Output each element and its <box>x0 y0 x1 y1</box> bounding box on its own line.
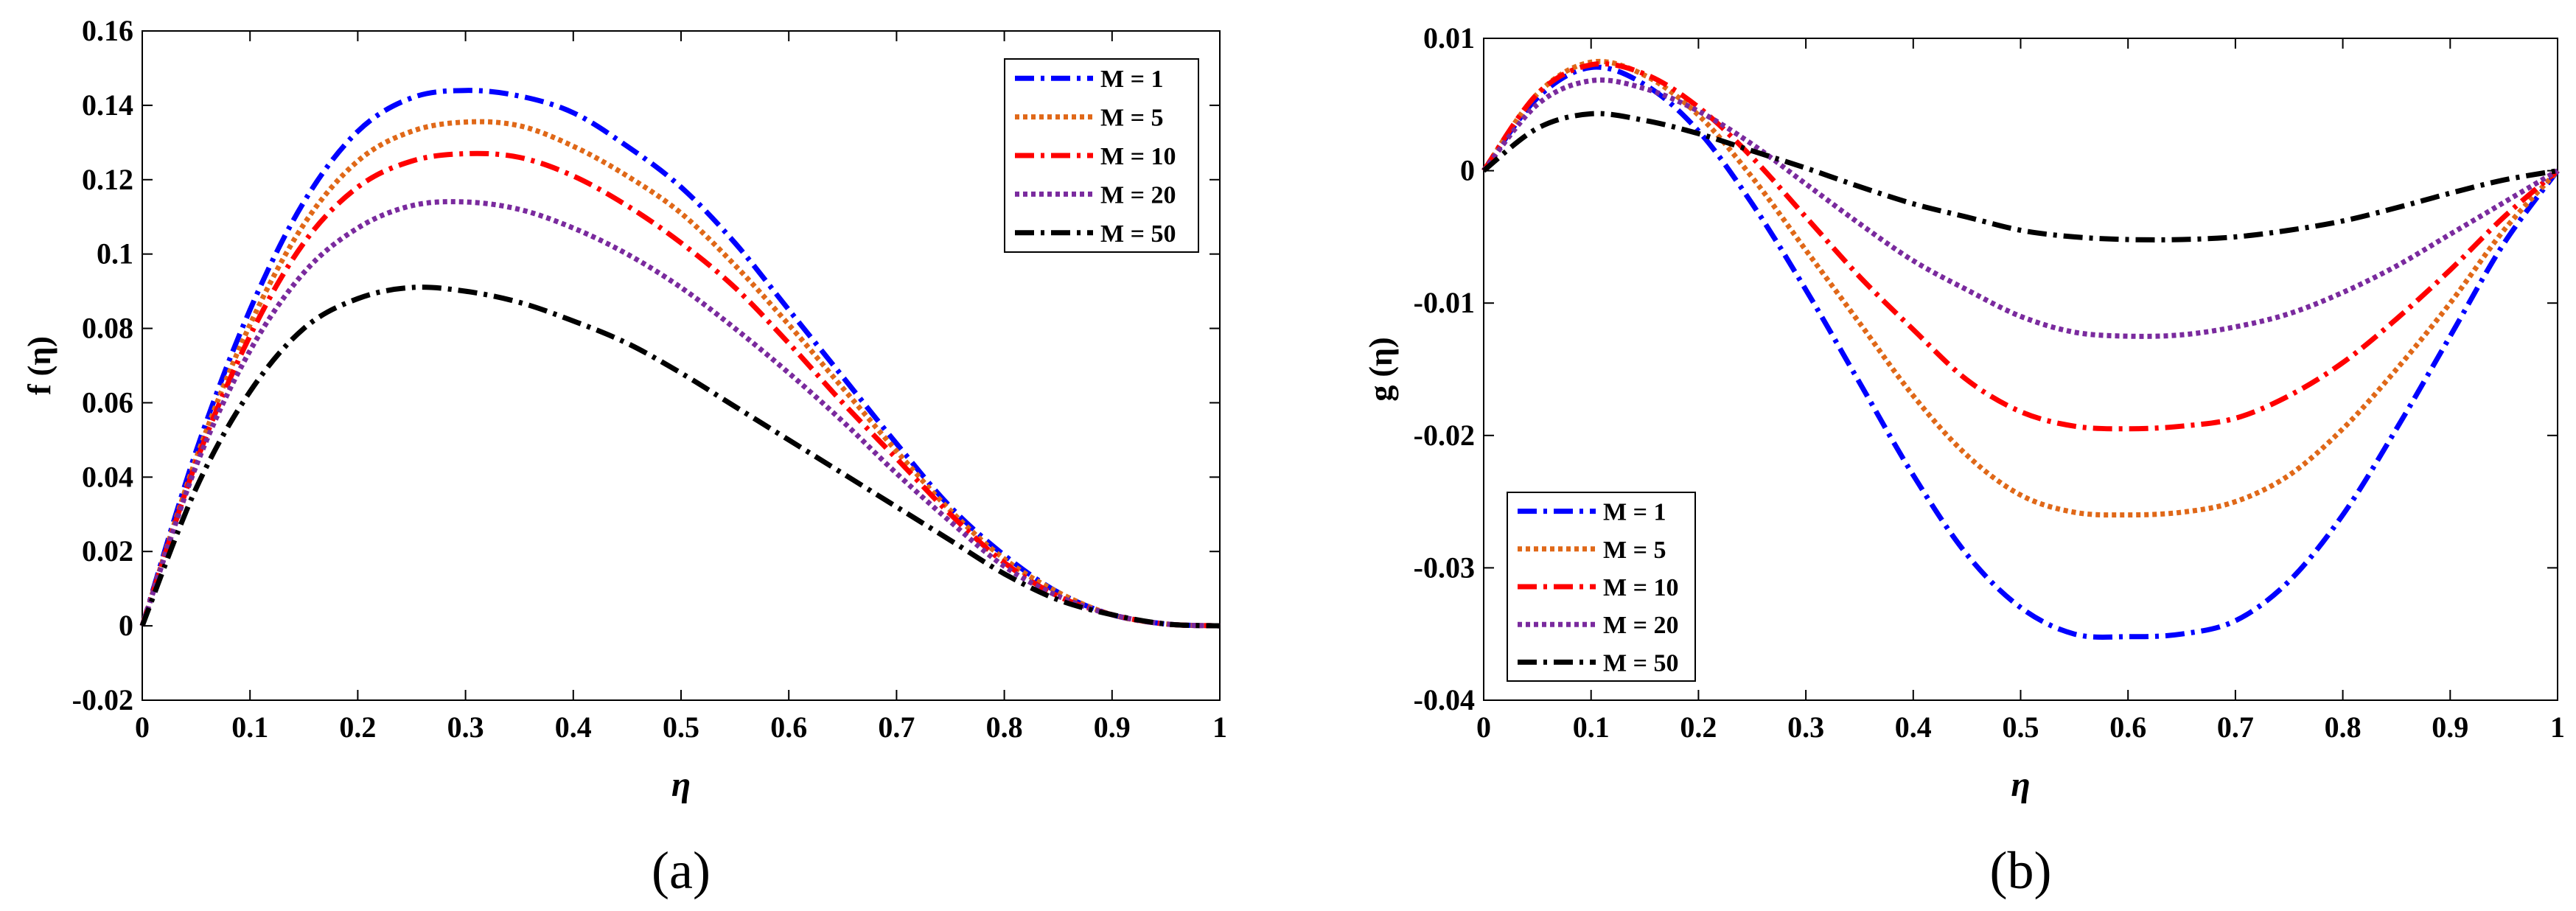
y-tick-label: 0.1 <box>97 237 133 270</box>
y-axis-label: g (η) <box>1363 337 1399 401</box>
y-tick-label: 0.02 <box>82 534 133 568</box>
series-line <box>139 285 1221 629</box>
x-tick-label: 1 <box>2550 711 2565 744</box>
x-tick-label: 0.6 <box>2109 711 2146 744</box>
x-tick-label: 0.2 <box>1680 711 1717 744</box>
x-tick-label: 0.2 <box>339 711 376 744</box>
x-axis-label: η <box>671 765 691 804</box>
x-tick-label: 0.5 <box>663 711 699 744</box>
chart-0: 0 0.1 0.2 0.3 0.4 0.5 0.6 0.7 0.8 0.9 1-0.0200.020… <box>21 14 1227 900</box>
x-tick-label: 0.9 <box>1094 711 1131 744</box>
y-tick-label: 0.01 <box>1423 21 1475 55</box>
series-line <box>1481 77 2559 339</box>
panel-label: (b) <box>1990 841 2052 900</box>
x-tick-label: 1 <box>1212 711 1227 744</box>
y-axis-label: f (η) <box>21 336 57 395</box>
x-tick-label: 0.4 <box>555 711 592 744</box>
legend: M = 1 M = 5 M = 10 M = 20 M = 50 <box>1004 58 1199 253</box>
x-tick-label: 0.1 <box>231 711 268 744</box>
legend-label: M = 1 <box>1603 499 1666 526</box>
y-tick-label: 0.08 <box>82 312 133 345</box>
y-tick-label: -0.04 <box>1414 683 1475 716</box>
x-tick-label: 0.5 <box>2003 711 2039 744</box>
y-tick-label: 0.04 <box>82 460 133 493</box>
legend-label: M = 20 <box>1603 612 1678 639</box>
series-line <box>1481 58 2560 518</box>
x-tick-label: 0.3 <box>447 711 484 744</box>
series-line <box>139 199 1221 629</box>
series-line <box>1481 111 2558 242</box>
legend-box <box>1507 492 1696 682</box>
legend: M = 1 M = 5 M = 10 M = 20 M = 50 <box>1507 492 1696 682</box>
legend-label: M = 20 <box>1100 181 1176 209</box>
series-line <box>139 150 1221 629</box>
x-tick-label: 0.3 <box>1787 711 1824 744</box>
y-tick-label: -0.02 <box>72 683 133 716</box>
x-tick-label: 0.7 <box>878 711 915 744</box>
legend-label: M = 5 <box>1603 537 1666 564</box>
y-tick-label: 0 <box>119 609 133 642</box>
legend-label: M = 50 <box>1603 649 1678 677</box>
legend-box <box>1004 58 1199 253</box>
y-tick-label: -0.03 <box>1414 551 1475 584</box>
series-line <box>1481 64 2560 640</box>
x-tick-label: 0.1 <box>1573 711 1610 744</box>
y-tick-label: -0.01 <box>1414 286 1475 319</box>
chart-1: 0 0.1 0.2 0.3 0.4 0.5 0.6 0.7 0.8 0.9 1 -0.04 -0.03 -… <box>1363 21 2565 900</box>
series-line <box>1481 61 2560 432</box>
y-tick-label: 0.14 <box>82 88 133 122</box>
legend-label: M = 10 <box>1100 143 1176 170</box>
legend-label: M = 10 <box>1603 574 1678 601</box>
legend-label: M = 5 <box>1100 105 1163 132</box>
x-tick-label: 0.8 <box>986 711 1023 744</box>
legend-label: M = 50 <box>1100 220 1176 248</box>
x-tick-label: 0.8 <box>2325 711 2362 744</box>
y-tick-label: 0.06 <box>82 385 133 419</box>
x-tick-label: 0.4 <box>1895 711 1932 744</box>
panel-label: (a) <box>652 841 711 900</box>
series-line <box>139 88 1221 629</box>
x-axis-label: η <box>2011 765 2030 804</box>
x-tick-label: 0 <box>1476 711 1491 744</box>
x-tick-label: 0.7 <box>2217 711 2254 744</box>
legend-label: M = 1 <box>1100 66 1163 93</box>
y-tick-label: 0.16 <box>82 14 133 47</box>
y-tick-label: 0 <box>1460 154 1475 187</box>
x-tick-label: 0.6 <box>770 711 807 744</box>
y-tick-label: 0.12 <box>82 163 133 196</box>
y-tick-label: -0.02 <box>1414 419 1475 452</box>
x-tick-label: 0 <box>135 711 150 744</box>
x-tick-label: 0.9 <box>2432 711 2468 744</box>
